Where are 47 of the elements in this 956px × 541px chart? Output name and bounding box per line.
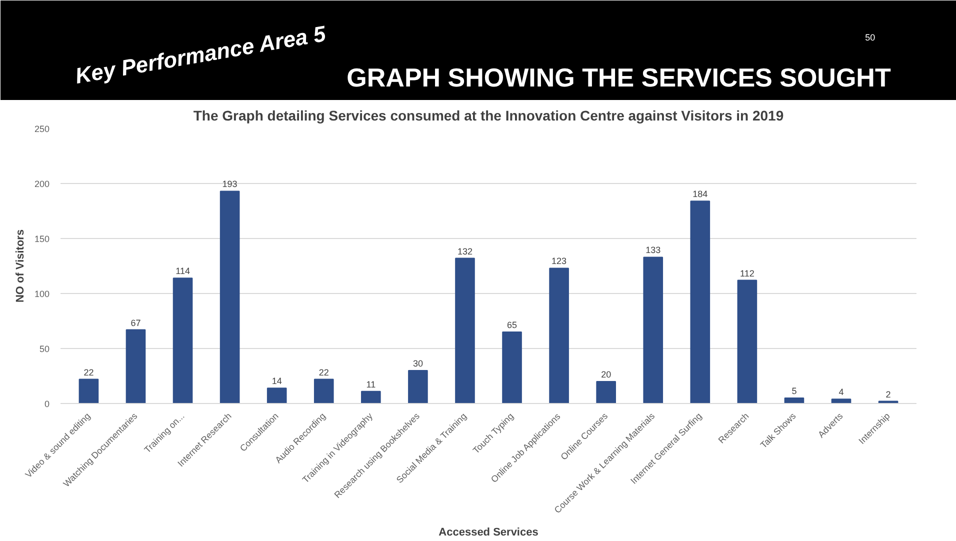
bar	[596, 381, 616, 404]
bar	[831, 398, 852, 404]
bar	[78, 378, 99, 404]
chart-title: GRAPH SHOWING THE SERVICES SOUGHT	[346, 62, 891, 92]
data-label: 2	[886, 389, 891, 400]
y-tick-label: 250	[34, 124, 50, 134]
data-label: 67	[130, 318, 141, 328]
bar	[408, 370, 428, 404]
bar	[314, 378, 334, 404]
data-label: 112	[740, 268, 754, 278]
bar	[172, 278, 193, 404]
bar	[549, 268, 569, 404]
data-label: 20	[601, 370, 612, 380]
bar	[643, 256, 664, 404]
chart-subtitle: The Graph detailing Services consumed at the Innovation Centre against Visitors in 2019	[193, 108, 784, 124]
bar	[361, 390, 381, 404]
y-tick-label: 150	[34, 234, 50, 244]
data-label: 22	[318, 367, 329, 378]
bar	[737, 280, 758, 404]
data-label: 14	[272, 376, 282, 386]
bar	[220, 190, 240, 404]
data-label: 123	[552, 256, 567, 266]
data-label: 65	[507, 320, 518, 330]
bar	[784, 398, 804, 404]
data-label: 193	[222, 179, 238, 190]
data-label: 184	[692, 189, 708, 200]
text: Key Performance Area 5	[73, 20, 328, 88]
y-tick-label: 100	[34, 289, 50, 299]
data-label: 30	[412, 358, 423, 368]
x-axis-title: Accessed Services	[438, 526, 538, 539]
data-label: 5	[792, 386, 797, 396]
data-label: 133	[646, 245, 661, 256]
bar	[690, 200, 710, 404]
y-tick-label: 200	[34, 179, 50, 189]
bar	[502, 332, 522, 404]
data-label: 11	[366, 379, 376, 390]
data-label: 114	[176, 266, 190, 276]
data-label: 132	[457, 246, 473, 256]
text: 50	[865, 32, 876, 42]
y-tick-label: 0	[44, 399, 50, 409]
bar	[455, 258, 475, 404]
data-label: 4	[838, 387, 844, 398]
data-label: 22	[84, 367, 94, 378]
y-tick-label: 50	[39, 344, 50, 354]
bar	[266, 388, 287, 404]
bar	[126, 329, 146, 404]
y-axis-title: NO of Visitors	[14, 229, 26, 303]
